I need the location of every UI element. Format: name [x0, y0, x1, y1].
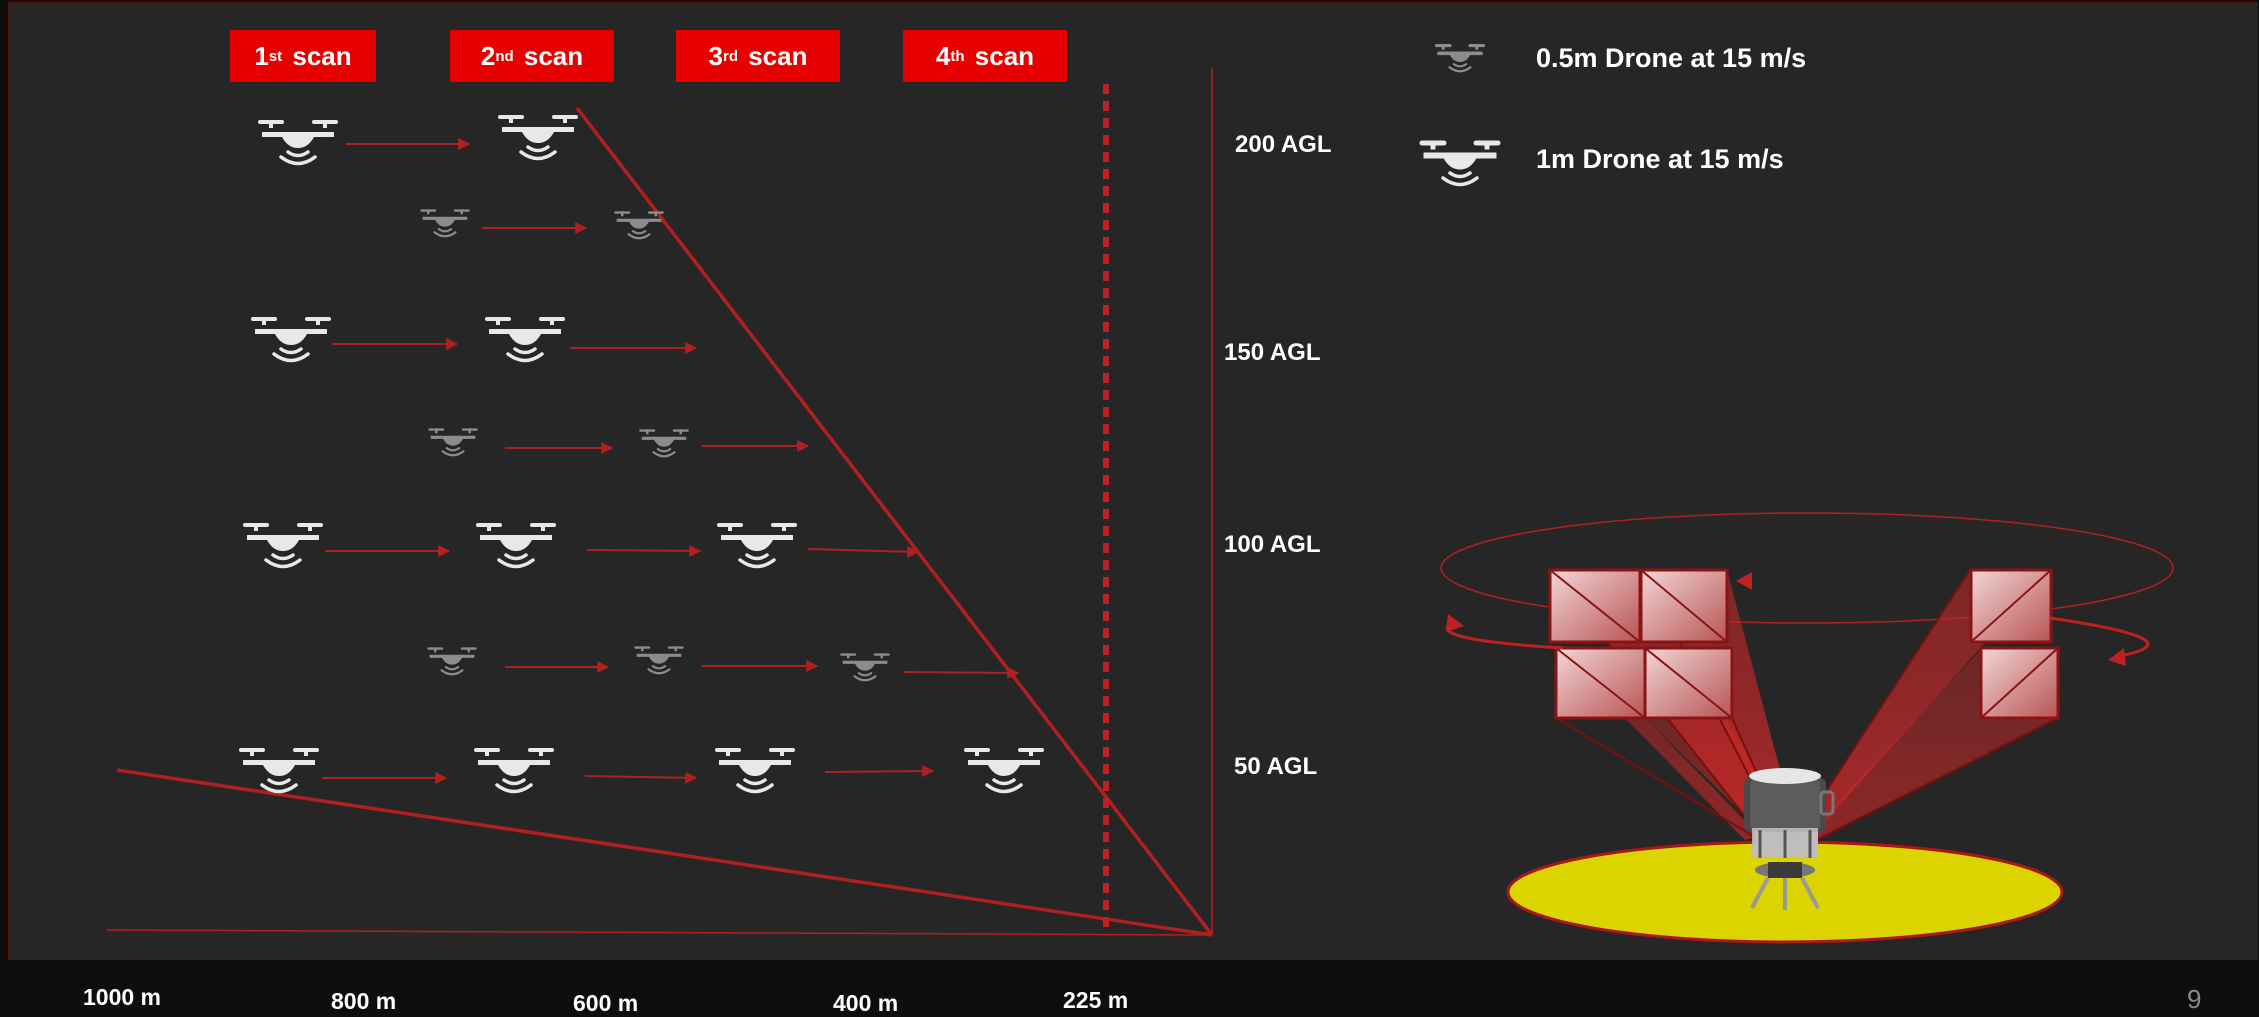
coverage-diagonal-line: [575, 106, 1214, 937]
distance-label-600: 600 m: [573, 990, 639, 1016]
drone-icon: [1434, 43, 1486, 73]
page-number: 9: [2187, 984, 2202, 1014]
drone-icon: [614, 211, 664, 239]
flight-arrows: [322, 138, 1020, 784]
distance-label-225: 225 m: [1063, 987, 1129, 1013]
altitude-label-200: 200 AGL: [1235, 131, 1332, 158]
arrow-icon: [586, 544, 702, 557]
legend-small-drone-label: 0.5m Drone at 15 m/s: [1536, 43, 1807, 73]
altitude-label-100: 100 AGL: [1224, 531, 1321, 558]
arrow-icon: [584, 771, 698, 784]
drone-icon: [634, 646, 684, 674]
small-drones: [420, 209, 890, 681]
altitude-label-50: 50 AGL: [1234, 753, 1318, 780]
drone-icon: [715, 748, 795, 792]
arrow-icon: [807, 545, 920, 558]
radar-sensor-icon: [1744, 768, 1835, 910]
drone-icon: [485, 317, 565, 361]
rotation-orbit-ellipse: [1440, 512, 2174, 624]
drone-icon: [840, 653, 890, 681]
drone-icon: [474, 748, 554, 792]
radar-sensor-illustration: [1440, 512, 2174, 944]
arrow-icon: [903, 666, 1020, 679]
legend-large-drone: [1418, 139, 1502, 187]
drone-icon: [964, 748, 1044, 792]
ground-line: [106, 929, 1213, 936]
drone-icon: [498, 115, 578, 159]
drone-icon: [427, 647, 477, 675]
drone-icon: [258, 120, 338, 164]
drone-icon: [428, 428, 478, 456]
drone-icon: [243, 523, 323, 567]
drone-icon: [251, 317, 331, 361]
low-angle-line: [116, 768, 1213, 937]
legend-small-drone: [1434, 43, 1486, 73]
distance-label-1000: 1000 m: [83, 984, 162, 1010]
altitude-label-150: 150 AGL: [1224, 339, 1321, 366]
arrow-icon: [824, 765, 935, 778]
legend-large-drone-label: 1m Drone at 15 m/s: [1536, 144, 1784, 174]
drone-icon: [717, 523, 797, 567]
distance-label-400: 400 m: [833, 990, 899, 1016]
large-drones: [239, 115, 1044, 792]
drone-icon: [639, 429, 689, 457]
drone-icon: [1418, 139, 1502, 187]
distance-label-800: 800 m: [331, 988, 397, 1014]
drone-icon: [476, 523, 556, 567]
drone-icon: [239, 748, 319, 792]
drone-icon: [420, 209, 470, 237]
